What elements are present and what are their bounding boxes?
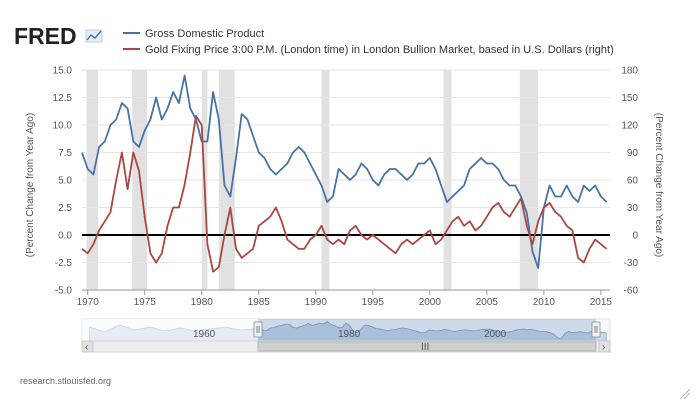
- navigator-label: 1960: [193, 329, 216, 340]
- x-tick-label: 1975: [134, 297, 157, 308]
- navigator-unselected-mask: [82, 319, 258, 341]
- navigator-label: 1980: [338, 329, 361, 340]
- legend: Gross Domestic Product Gold Fixing Price…: [123, 28, 614, 56]
- x-tick-label: 2015: [590, 297, 613, 308]
- fred-logo-chart-icon: [85, 29, 103, 43]
- y-left-tick-label: 15.0: [53, 66, 73, 77]
- y-left-tick-label: 2.5: [58, 203, 72, 214]
- gridlines: [82, 69, 610, 291]
- scrollbar-right-button[interactable]: [598, 340, 611, 353]
- navigator-right-handle[interactable]: [591, 321, 601, 338]
- y-right-tick-label: 180: [621, 66, 638, 77]
- y-left-tick-label: -5.0: [55, 286, 73, 297]
- x-tick-label: 1985: [248, 297, 271, 308]
- scrollbar-grip-icon: III: [421, 342, 429, 353]
- y-left-tick-label: 10.0: [53, 121, 73, 132]
- y-left-tick-label: 12.5: [53, 93, 73, 104]
- navigator-scrollbar[interactable]: ‹ › III: [81, 340, 611, 353]
- x-tick-label: 2010: [533, 297, 556, 308]
- scrollbar-left-arrow-icon: ‹: [85, 342, 88, 353]
- x-tick-label: 1980: [191, 297, 214, 308]
- y-axis-right: -60 -30 0 30 60 90 120 150 180: [621, 66, 638, 297]
- scrollbar-thumb[interactable]: [257, 341, 597, 352]
- x-tick-label: 2000: [419, 297, 442, 308]
- y-right-tick-label: -60: [624, 286, 639, 297]
- range-navigator[interactable]: 1960 1980 2000: [81, 318, 611, 342]
- y-axis-right-label: (Percent Change from Year Ago): [653, 113, 664, 258]
- y-left-tick-label: 7.5: [58, 148, 72, 159]
- legend-label-gdp: Gross Domestic Product: [145, 28, 264, 40]
- navigator-left-handle[interactable]: [253, 321, 263, 338]
- x-tick-label: 1970: [77, 297, 100, 308]
- series-line-gold: [81, 114, 608, 273]
- y-right-tick-label: 0: [632, 231, 638, 242]
- legend-label-gold: Gold Fixing Price 3:00 P.M. (London time…: [145, 44, 614, 56]
- y-right-tick-label: 120: [621, 121, 638, 132]
- fred-logo[interactable]: FRED: [14, 23, 103, 49]
- y-right-tick-label: 30: [627, 203, 639, 214]
- y-axis-left-label: (Percent Change from Year Ago): [25, 113, 36, 258]
- scrollbar-right-arrow-icon: ›: [602, 342, 605, 353]
- legend-item-gdp[interactable]: Gross Domestic Product: [123, 28, 264, 40]
- y-left-tick-label: 5.0: [58, 176, 72, 187]
- y-axis-left: -5.0 -2.5 0.0 2.5 5.0 7.5 10.0 12.5 15.0: [53, 66, 73, 297]
- series-lines: [81, 74, 608, 273]
- legend-item-gold[interactable]: Gold Fixing Price 3:00 P.M. (London time…: [123, 44, 614, 56]
- y-right-tick-label: 90: [627, 148, 639, 159]
- y-right-tick-label: -30: [624, 258, 639, 269]
- resize-corner-icon: [679, 388, 691, 400]
- x-tick-label: 2005: [476, 297, 499, 308]
- fred-logo-text: FRED: [14, 23, 77, 49]
- series-line-gdp: [81, 74, 608, 269]
- source-link[interactable]: research.stlouisfed.org: [20, 376, 111, 386]
- navigator-selected-range[interactable]: [258, 319, 596, 341]
- x-tick-label: 1995: [362, 297, 385, 308]
- y-right-tick-label: 60: [627, 176, 639, 187]
- x-tick-label: 1990: [305, 297, 328, 308]
- navigator-year-labels: 1960 1980 2000: [193, 329, 507, 340]
- y-left-tick-label: -2.5: [55, 258, 73, 269]
- x-axis: 1970 1975 1980 1985 1990 1995 2000 2005 2010 2015: [77, 290, 613, 308]
- y-left-tick-label: 0.0: [58, 231, 72, 242]
- y-right-tick-label: 150: [621, 93, 638, 104]
- scrollbar-left-button[interactable]: [81, 340, 94, 353]
- navigator-label: 2000: [484, 329, 507, 340]
